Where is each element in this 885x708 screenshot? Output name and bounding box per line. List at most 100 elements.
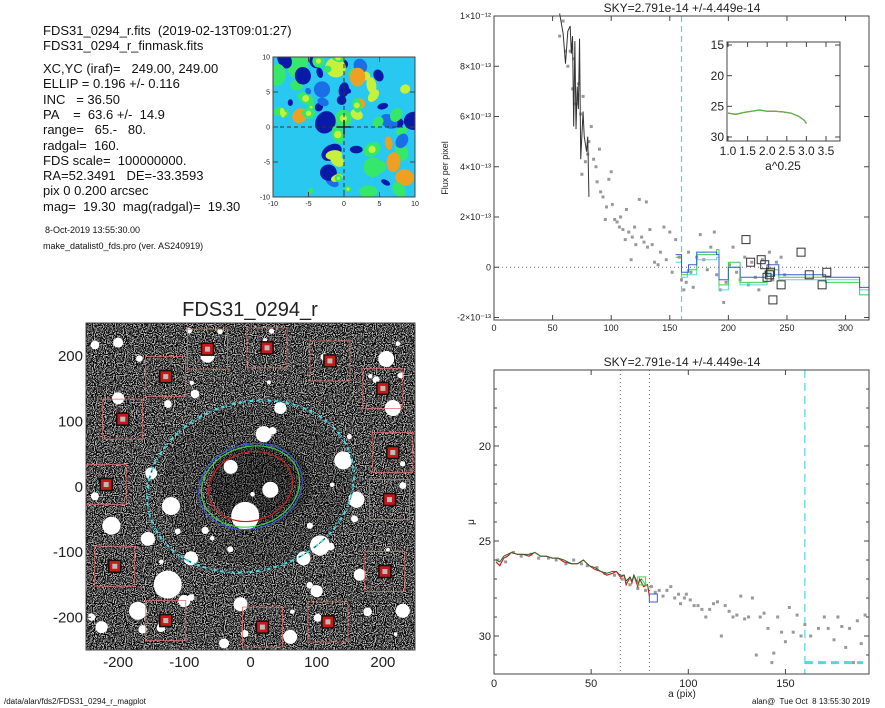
masked-star [95,621,108,634]
contour-blob [400,84,411,94]
flux-point [615,220,619,224]
fits-file-name: FDS31_0294_r.fits (2019-02-13T09:01:27) [43,23,292,38]
param-line: RA=52.3491 DE=-33.3593 [43,168,204,184]
x-tick-label: -200 [103,654,133,671]
y-tick-label: -2×10⁻¹³ [457,313,491,323]
sb-point [727,609,731,613]
flux-point [609,170,613,174]
flux-point [607,177,611,181]
contour-blob [395,133,409,149]
masked-star [268,328,275,334]
run-date: 8-Oct-2019 13:55:30.00 [45,225,141,235]
contour-blob [377,102,389,110]
sb-point [692,604,696,608]
sb-point [504,560,508,564]
inset-profile-green [727,109,807,124]
sb-y-label: μ [466,519,477,525]
masked-star [310,535,331,556]
masked-star [153,570,182,599]
flux-point [728,263,732,267]
flux-profile-panel: SKY=2.791e-14 +/-4.449e-14 Flux per pixel… [440,1,870,333]
sb-point [750,596,754,600]
flux-point [637,197,641,201]
contour-blob [305,87,312,95]
contour-blob [390,108,403,122]
contour-blob [315,58,322,64]
sky-box-center [112,563,118,569]
x-tick-label: 50 [585,678,597,690]
flux-point [757,288,761,292]
flux-point [594,165,598,169]
masked-star [140,531,155,546]
sky-box-center [103,482,109,488]
flux-point [646,245,650,249]
output-path: /data/alan/fds2/FDS31_0294_r_magplot [4,697,146,706]
masked-star [102,516,121,535]
y-tick-label: 20 [479,441,491,453]
program-version: make_datalist0_fds.pro (ver. AS240919) [43,241,204,251]
x-tick-label: 50 [548,323,558,333]
flux-title: SKY=2.791e-14 +/-4.449e-14 [604,1,761,15]
contour-blob [317,97,329,107]
sky-box-center [163,618,169,624]
masked-star [326,542,335,551]
sb-point [836,615,840,619]
y-tick-label: 6×10⁻¹³ [460,112,491,122]
axis-frame [726,41,841,142]
sky-box-value [741,235,751,245]
masked-star [227,546,234,553]
x-tick-label: 0 [246,654,254,671]
sb-point [636,587,640,590]
sky-box-center [387,497,393,503]
masked-star [183,551,198,566]
sb-point [657,588,661,592]
masked-star [386,547,390,552]
sky-box-center [163,374,169,380]
sky-box-value [796,247,806,257]
contour-blob [372,116,384,128]
flux-point [561,19,565,23]
sky-box [364,551,406,592]
param-line: mag= 19.30 mag(radgal)= 19.30 [43,198,241,214]
flux-point [668,230,672,234]
flux-point [568,49,572,53]
sb-point [859,642,863,646]
contour-blob [308,187,314,194]
y-tick-label: 25 [479,536,491,548]
flux-point [621,228,625,232]
sb-point [585,564,589,568]
flux-point [658,250,662,254]
y-tick-label: 5 [266,89,270,96]
contour-blob [381,179,391,186]
y-tick-label: 30 [711,130,725,144]
sb-point [595,566,599,570]
contour-blob [313,81,331,98]
sky-box-value [768,295,778,305]
contour-blob [323,65,332,73]
masked-star [268,426,277,435]
image-title: FDS31_0294_r [182,299,318,321]
x-tick-label: 3.0 [798,144,815,158]
y-tick-label: -100 [53,544,83,561]
flux-point [587,140,591,144]
x-tick-label: 200 [370,654,395,671]
masked-star [231,501,260,530]
flux-point [691,285,695,289]
flux-point [617,225,621,229]
sb-point [708,607,712,611]
contour-blob [277,57,292,69]
contour-blob [384,136,393,150]
sb-point [519,554,523,558]
isophote-ellipse-outer-range [198,442,303,531]
flux-point [589,125,593,129]
green-square-marker [637,576,647,586]
param-line: ELLIP = 0.196 +/- 0.116 [43,76,180,92]
flux-point [715,273,719,277]
flux-profile-line [559,13,590,197]
flux-point [680,278,683,282]
param-line: PA = 63.6 +/- 14.9 [43,106,165,122]
sb-point [855,619,859,623]
masked-star [395,603,410,618]
masked-star [351,515,358,523]
galaxy-image-panel: FDS31_0294_r -200 -100 0 100 200 200 100 0 -100 -2… [53,299,416,671]
